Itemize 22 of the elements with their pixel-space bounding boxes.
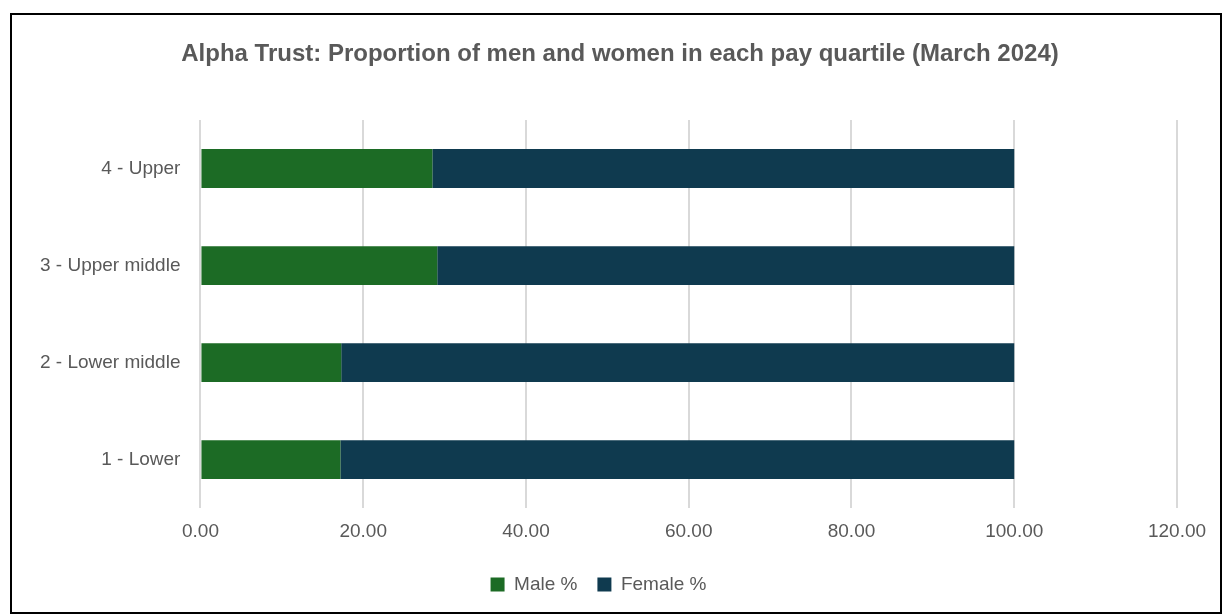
legend-label: Female % [620,572,707,594]
y-tick-label: 1 - Lower [101,447,182,469]
x-tick-label: 60.00 [664,519,713,541]
bar [340,440,1015,480]
x-tick-label: 100.00 [985,519,1044,541]
bar [432,149,1015,188]
x-tick-label: 20.00 [339,519,387,541]
bar [341,343,1015,383]
y-tick-label: 4 - Upper [101,156,182,178]
legend-label: Male % [514,572,578,594]
x-tick-label: 80.00 [827,519,876,541]
x-tick-label: 40.00 [502,519,550,541]
bar [201,149,433,188]
chart-title: Alpha Trust: Proportion of men and women in each pay quartile (March 2024) [180,38,1060,68]
bar [201,246,438,285]
bar [201,440,341,480]
bar [437,246,1015,285]
x-tick-label: 0.00 [181,519,219,541]
bar [201,343,342,383]
y-tick-label: 2 - Lower middle [40,350,181,372]
x-tick-label: 120.00 [1147,519,1207,541]
y-tick-label: 3 - Upper middle [40,253,181,275]
